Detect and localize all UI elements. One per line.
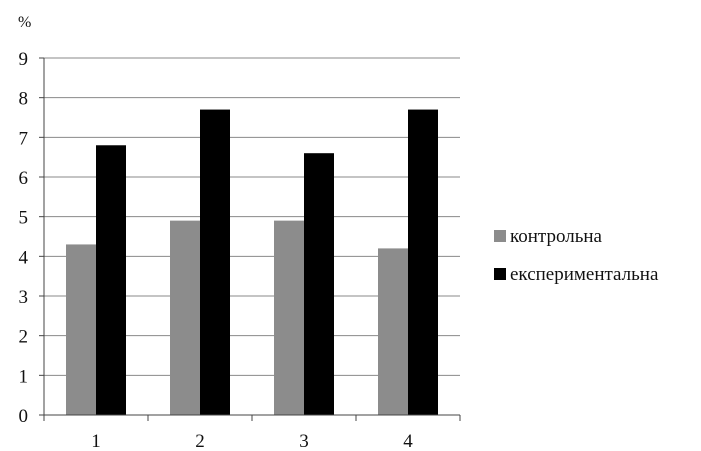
y-tick-label: 2 [19,327,29,348]
x-tick-label: 1 [91,431,101,451]
legend-label-experimental: експериментальна [510,264,659,285]
bar-experimental-1 [96,145,126,415]
x-tick-label: 3 [299,431,309,451]
y-tick-label: 9 [19,49,29,70]
y-axis-unit-label: % [18,14,31,31]
y-tick-label: 6 [19,168,29,189]
y-tick-label: 4 [19,247,29,268]
bar-experimental-2 [200,109,230,416]
bars [66,109,438,416]
legend-label-control: контрольна [510,226,603,247]
bar-control-3 [274,220,304,415]
y-tick-label: 5 [19,208,29,229]
y-axis-tick-labels: 0 1 2 3 4 5 6 7 8 9 [19,49,29,427]
bar-experimental-3 [304,153,334,415]
legend-swatch-control [494,230,506,242]
x-tick-label: 2 [195,431,205,451]
legend-swatch-experimental [494,268,506,280]
y-tick-label: 0 [19,406,29,427]
legend: контрольна експериментальна [494,226,659,285]
bar-control-1 [66,244,96,415]
x-tick-label: 4 [403,431,413,451]
bar-experimental-4 [408,109,438,416]
y-tick-label: 7 [19,128,29,149]
x-axis-tick-labels: 1 2 3 4 [91,431,413,451]
y-tick-label: 1 [19,366,29,387]
bar-control-4 [378,248,408,415]
bar-control-2 [170,220,200,415]
y-tick-label: 3 [19,287,29,308]
axes [39,57,461,421]
y-tick-label: 8 [19,89,29,110]
